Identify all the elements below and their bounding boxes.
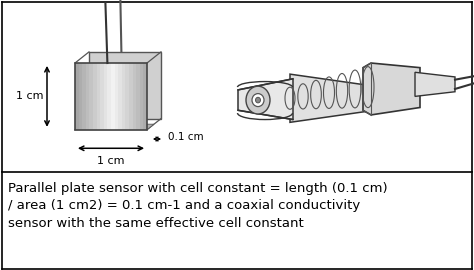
Text: 1 cm: 1 cm (97, 156, 125, 166)
Polygon shape (79, 63, 82, 130)
Polygon shape (133, 63, 136, 130)
Polygon shape (290, 74, 368, 122)
Polygon shape (111, 63, 115, 130)
Text: Parallel plate sensor with cell constant = length (0.1 cm)
/ area (1 cm2) = 0.1 : Parallel plate sensor with cell constant… (8, 181, 388, 229)
Polygon shape (82, 63, 86, 130)
Polygon shape (129, 63, 133, 130)
Polygon shape (415, 72, 455, 96)
Polygon shape (122, 63, 126, 130)
Ellipse shape (246, 86, 270, 114)
Polygon shape (97, 63, 100, 130)
Polygon shape (93, 63, 97, 130)
Text: 1 cm: 1 cm (17, 91, 44, 101)
Polygon shape (126, 63, 129, 130)
Polygon shape (140, 63, 144, 130)
Polygon shape (75, 63, 79, 130)
Polygon shape (238, 79, 293, 120)
Polygon shape (363, 63, 420, 115)
Polygon shape (86, 63, 90, 130)
Polygon shape (118, 63, 122, 130)
Polygon shape (100, 63, 104, 130)
Polygon shape (90, 63, 93, 130)
Polygon shape (108, 63, 111, 130)
Polygon shape (104, 63, 108, 130)
Polygon shape (75, 124, 154, 130)
Polygon shape (144, 63, 147, 130)
Polygon shape (89, 52, 161, 119)
Ellipse shape (255, 97, 261, 103)
Ellipse shape (252, 94, 264, 107)
Text: 0.1 cm: 0.1 cm (168, 132, 204, 142)
Polygon shape (115, 63, 118, 130)
Polygon shape (136, 63, 140, 130)
